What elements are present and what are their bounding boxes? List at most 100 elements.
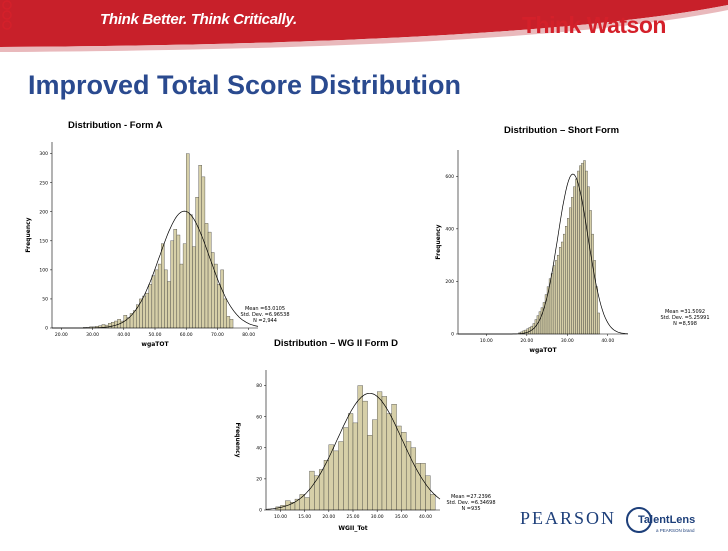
chart-title-short-form: Distribution – Short Form <box>504 125 620 136</box>
chart-short-form: 0 200 400 600 10.00 20.00 30.00 40.00 wgaTOT Freq… <box>432 140 632 367</box>
histogram-bar <box>583 160 586 335</box>
stat-n: N =2,944 <box>253 318 277 324</box>
y-tick-label: 80 <box>256 383 262 389</box>
histogram-bar <box>391 404 397 511</box>
histogram-bar <box>328 444 334 511</box>
histogram-bar <box>154 269 159 329</box>
histogram-bar <box>595 286 598 335</box>
histogram-wgii: 0 20 40 60 80 10.00 15.00 20.00 25.00 30.00 35.00 4… <box>234 370 441 532</box>
histogram-form-a: 0 50 100 150 200 250 300 20.00 30.00 40.00 50.00 60… <box>25 142 259 348</box>
histogram-bar <box>415 463 421 511</box>
y-tick-label: 100 <box>39 267 48 273</box>
stat-mean: Mean =63.0105 <box>244 306 286 312</box>
histogram-bar <box>333 450 339 511</box>
stat-n: N =935 <box>461 506 481 512</box>
histogram-bar <box>575 178 578 335</box>
x-tick-label: 10.00 <box>274 514 287 520</box>
histogram-bar <box>571 197 574 335</box>
histogram-bar <box>207 231 212 329</box>
brand-mark-icon <box>2 0 12 30</box>
y-tick-label: 60 <box>256 414 262 420</box>
x-tick-label: 60.00 <box>180 332 193 338</box>
x-tick-label: 40.00 <box>419 514 432 520</box>
histogram-bar <box>376 391 383 511</box>
histogram-bar <box>148 284 153 329</box>
y-axis-label: Frequency <box>435 224 442 259</box>
x-tick-label: 80.00 <box>242 332 255 338</box>
histogram-bar <box>318 469 325 511</box>
y-tick-label: 0 <box>45 326 48 332</box>
x-tick-label: 15.00 <box>298 514 311 520</box>
y-tick-label: 200 <box>39 209 48 215</box>
stat-std-dev: Std. Dev. =6.34698 <box>446 500 496 506</box>
y-tick-label: 600 <box>445 174 454 180</box>
x-tick-label: 50.00 <box>149 332 162 338</box>
histogram-bar <box>304 497 310 511</box>
histogram-bar <box>538 311 542 335</box>
histogram-bar <box>597 312 600 335</box>
stat-std-dev: Std. Dev. =5.25991 <box>660 315 710 321</box>
y-axis-label: Frequency <box>234 422 241 457</box>
histogram-bar <box>381 396 388 511</box>
talentlens-subtitle: a PEARSON brand <box>656 528 695 533</box>
stat-n: N =8,598 <box>673 321 697 327</box>
histogram-bar <box>550 273 554 335</box>
histogram-bar <box>573 186 576 335</box>
y-tick-label: 200 <box>445 279 454 285</box>
histogram-bar <box>591 233 594 335</box>
histogram-bar <box>104 324 109 329</box>
histogram-bar <box>357 385 363 511</box>
histogram-bar <box>157 263 162 329</box>
histogram-bar <box>410 447 417 511</box>
x-tick-label: 10.00 <box>480 338 493 344</box>
y-tick-label: 0 <box>259 508 262 514</box>
talentlens-ring-icon <box>626 507 652 533</box>
pearson-logo: PEARSON <box>520 508 617 528</box>
histogram-bar <box>561 241 564 335</box>
x-tick-label: 20.00 <box>322 514 335 520</box>
histogram-bar <box>314 475 320 511</box>
talentlens-name: TalentLens <box>638 514 696 526</box>
brand-logo-text: Think Watson <box>522 12 666 38</box>
normal-fit-curve <box>265 392 441 510</box>
x-tick-label: 25.00 <box>347 514 360 520</box>
chart-wgii: 0 20 40 60 80 10.00 15.00 20.00 25.00 30.00 35.00 4… <box>230 362 448 551</box>
histogram-bar <box>347 413 354 511</box>
histogram-bar <box>405 441 412 511</box>
histogram-bar <box>186 153 190 329</box>
histogram-bar <box>151 275 156 329</box>
y-tick-label: 0 <box>451 332 454 338</box>
chart-title-form-a: Distribution - Form A <box>68 120 163 131</box>
banner-underline <box>0 5 728 52</box>
histogram-bar <box>420 463 426 511</box>
histogram-bar <box>204 223 209 329</box>
histogram-bar <box>569 207 572 335</box>
y-tick-label: 20 <box>256 476 262 482</box>
histogram-bar <box>589 210 592 335</box>
banner-shape <box>0 0 728 47</box>
stat-mean: Mean =27.2396 <box>450 494 492 500</box>
x-axis-label: wgaTOT <box>141 341 169 348</box>
x-tick-label: 35.00 <box>395 514 408 520</box>
histogram-bar <box>161 243 165 329</box>
histogram-bar <box>552 265 556 335</box>
histogram-bar <box>338 441 344 511</box>
y-tick-label: 300 <box>39 151 48 157</box>
stats-wgii: Mean =27.2396 Std. Dev. =6.34698 N =935 <box>440 494 502 512</box>
histogram-bar <box>554 260 558 335</box>
x-tick-label: 30.00 <box>86 332 99 338</box>
histogram-bar <box>536 315 540 335</box>
histogram-bar <box>581 162 584 335</box>
histogram-bar <box>182 243 187 329</box>
histogram-bar <box>309 470 315 511</box>
x-tick-label: 20.00 <box>55 332 68 338</box>
x-tick-label: 20.00 <box>520 338 533 344</box>
x-tick-label: 40.00 <box>601 338 614 344</box>
x-tick-label: 30.00 <box>371 514 384 520</box>
histogram-bar <box>362 400 368 511</box>
histogram-bar <box>577 170 580 335</box>
header-banner: Think Better. Think Critically. Think Wa… <box>0 0 728 56</box>
histogram-bar <box>217 284 221 329</box>
chart-title-wgii: Distribution – WG II Form D <box>274 338 399 349</box>
x-tick-label: 30.00 <box>561 338 574 344</box>
